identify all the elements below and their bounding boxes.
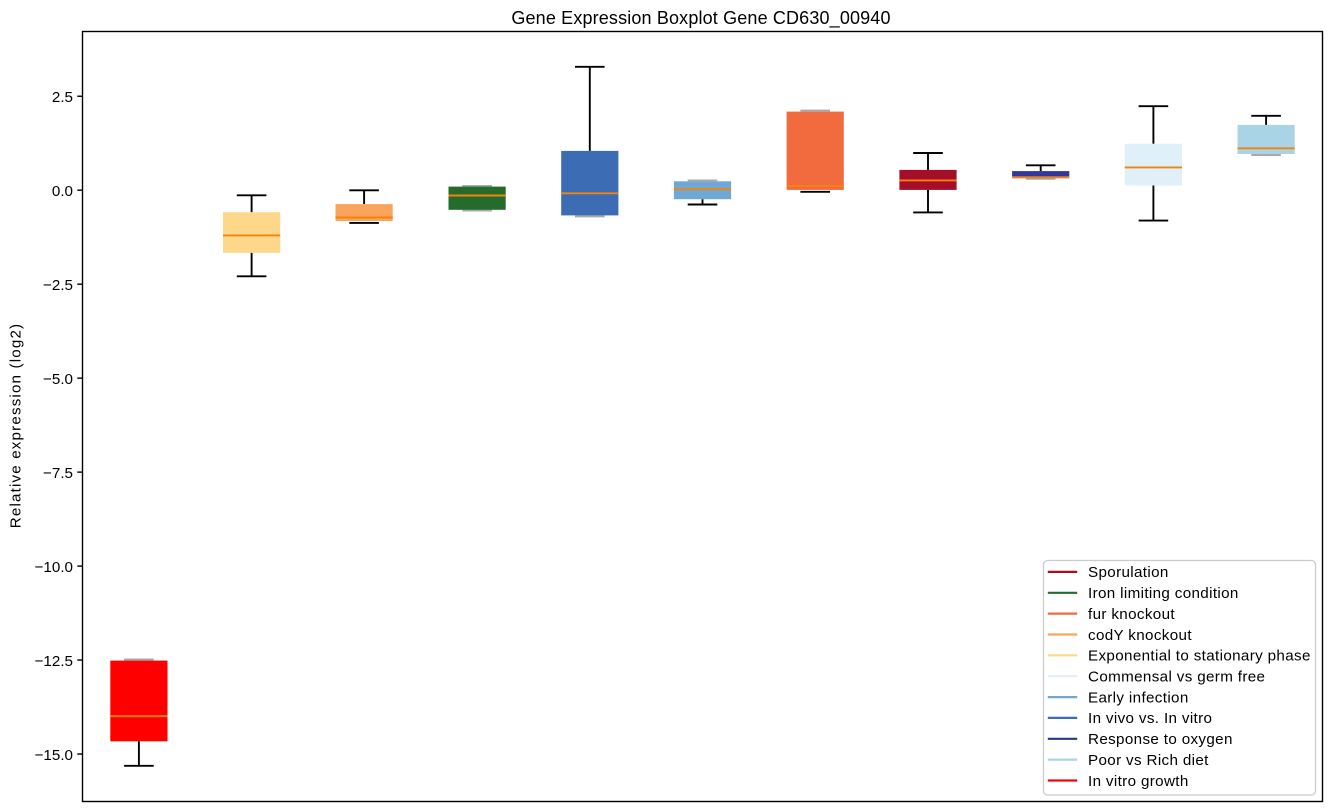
svg-text:Early infection: Early infection [1088, 689, 1189, 706]
svg-text:−10.0: −10.0 [35, 559, 73, 576]
svg-text:codY knockout: codY knockout [1088, 627, 1192, 644]
svg-text:2.5: 2.5 [52, 89, 73, 106]
svg-text:−2.5: −2.5 [43, 277, 73, 294]
svg-text:Exponential to stationary phas: Exponential to stationary phase [1088, 648, 1311, 665]
svg-text:fur knockout: fur knockout [1088, 606, 1175, 623]
svg-text:Response to oxygen: Response to oxygen [1088, 731, 1233, 748]
svg-text:Sporulation: Sporulation [1088, 564, 1169, 581]
svg-text:Iron limiting condition: Iron limiting condition [1088, 585, 1239, 602]
svg-text:In vivo vs. In vitro: In vivo vs. In vitro [1088, 710, 1212, 727]
svg-text:−5.0: −5.0 [43, 371, 73, 388]
svg-text:−7.5: −7.5 [43, 465, 73, 482]
svg-text:Poor vs Rich diet: Poor vs Rich diet [1088, 752, 1209, 769]
svg-text:−12.5: −12.5 [35, 653, 73, 670]
svg-text:Relative expression (log2): Relative expression (log2) [8, 323, 25, 528]
svg-text:−15.0: −15.0 [35, 747, 73, 764]
svg-text:0.0: 0.0 [52, 183, 73, 200]
svg-text:In vitro growth: In vitro growth [1088, 773, 1189, 790]
svg-text:Gene Expression Boxplot Gene C: Gene Expression Boxplot Gene CD630_00940 [511, 8, 890, 29]
svg-text:Commensal vs germ free: Commensal vs germ free [1088, 669, 1265, 686]
